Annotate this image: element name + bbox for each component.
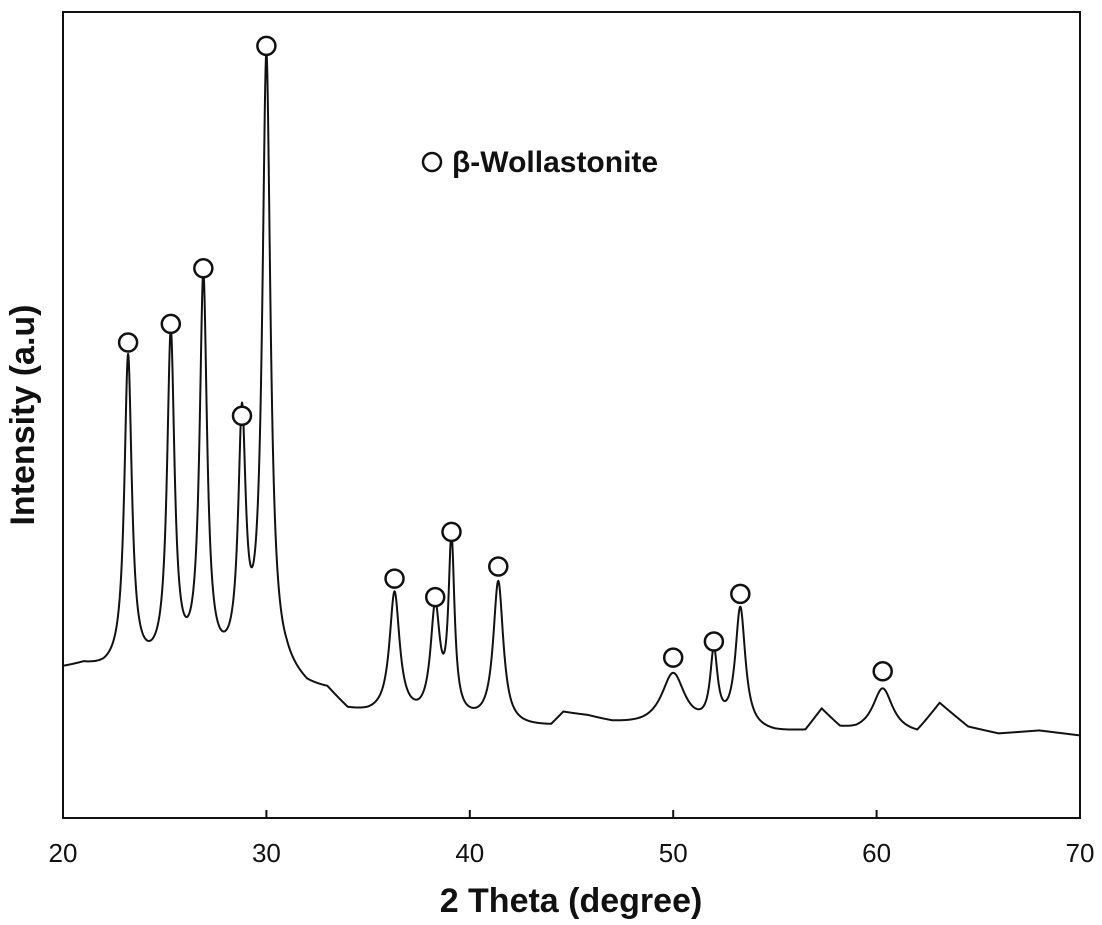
plot-frame-border xyxy=(62,11,1081,819)
peak-marker-10 xyxy=(662,647,684,668)
legend-marker xyxy=(421,151,443,173)
peak-markers xyxy=(117,35,893,682)
peak-marker-5 xyxy=(256,35,277,57)
peak-marker-11 xyxy=(703,631,725,652)
peak-marker-1 xyxy=(117,332,139,353)
legend: β-Wollastonite xyxy=(421,146,658,179)
peak-marker-7 xyxy=(424,586,446,608)
y-axis-title: Intensity (a.u) xyxy=(4,304,42,525)
x-tick-label-20: 20 xyxy=(49,838,78,868)
peak-marker-6 xyxy=(384,568,405,589)
plot-area xyxy=(62,11,1081,819)
peak-marker-13 xyxy=(872,661,893,682)
peak-marker-4 xyxy=(231,405,253,427)
peak-marker-8 xyxy=(441,521,462,543)
x-tick-label-70: 70 xyxy=(1066,838,1095,868)
x-axis-ticks: 20 30 40 50 60 70 xyxy=(49,810,1095,868)
xrd-pattern-line xyxy=(62,51,1081,737)
peak-marker-12 xyxy=(730,583,751,605)
legend-label: β-Wollastonite xyxy=(452,146,658,179)
peak-marker-3 xyxy=(193,258,214,279)
x-tick-label-40: 40 xyxy=(455,838,484,868)
x-tick-label-60: 60 xyxy=(862,838,891,868)
peak-marker-9 xyxy=(488,556,509,577)
x-tick-label-30: 30 xyxy=(252,838,281,868)
x-axis-title: 2 Theta (degree) xyxy=(440,882,703,920)
peak-marker-2 xyxy=(160,313,182,335)
x-tick-label-50: 50 xyxy=(659,838,688,868)
